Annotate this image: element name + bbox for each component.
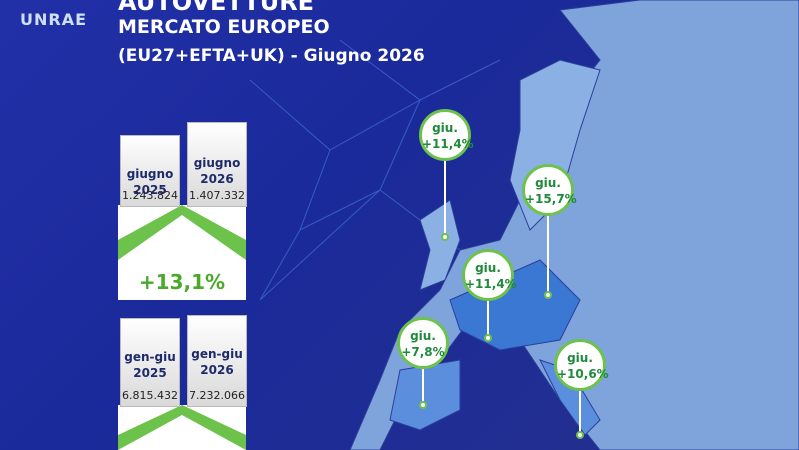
- logo: UNRAE: [20, 10, 88, 29]
- ytd-right-card: gen-giu 2026 7.232.066: [187, 315, 247, 407]
- pin-dot: [484, 334, 492, 342]
- marker-change: +11,4%: [465, 277, 517, 291]
- marker-change: +7,8%: [401, 345, 445, 359]
- marker-change: +10,6%: [557, 367, 609, 381]
- marker-period: giu.: [535, 176, 561, 190]
- marker-bubble: giu. +11,4%: [419, 109, 474, 161]
- marker-bubble: giu. +11,4%: [462, 249, 517, 301]
- marker-bubble: giu. +7,8%: [397, 317, 449, 369]
- ytd-left-card: gen-giu 2025 6.815.432: [120, 318, 180, 407]
- value: 1.243.824: [122, 189, 178, 202]
- label: giugno 2025: [126, 167, 174, 197]
- pin: [444, 161, 446, 237]
- pin: [487, 301, 489, 338]
- pin-dot: [441, 233, 449, 241]
- pin-dot: [419, 401, 427, 409]
- marker-period: giu.: [567, 351, 593, 365]
- label: gen-giu 2026: [191, 347, 243, 377]
- marker-change: +15,7%: [525, 192, 577, 206]
- pin: [422, 369, 424, 405]
- pin: [579, 391, 581, 435]
- marker-bubble: giu. +15,7%: [522, 164, 577, 216]
- marker-period: giu.: [432, 121, 458, 135]
- pin-dot: [576, 431, 584, 439]
- value: 6.815.432: [122, 389, 178, 402]
- chevron: [118, 205, 246, 260]
- marker-bubble: giu. +10,6%: [554, 339, 609, 391]
- value: 1.407.332: [189, 189, 245, 202]
- marker-period: giu.: [475, 261, 501, 275]
- scope: (EU27+EFTA+UK) - Giugno 2026: [118, 46, 425, 66]
- marker-change: +11,4%: [422, 137, 474, 151]
- pin: [547, 216, 549, 295]
- chevron: [118, 405, 246, 450]
- pin-dot: [544, 291, 552, 299]
- subtitle: MERCATO EUROPEO: [118, 16, 330, 38]
- title: AUTOVETTURE: [118, 0, 315, 16]
- monthly-change: +13,1%: [138, 270, 226, 294]
- label: gen-giu 2025: [124, 350, 176, 380]
- marker-period: giu.: [410, 329, 436, 343]
- monthly-left-card: giugno 2025 1.243.824: [120, 135, 180, 207]
- change-panel: [118, 205, 246, 300]
- label: giugno 2026: [193, 156, 241, 186]
- monthly-right-card: giugno 2026 1.407.332: [187, 122, 247, 207]
- value: 7.232.066: [189, 389, 245, 402]
